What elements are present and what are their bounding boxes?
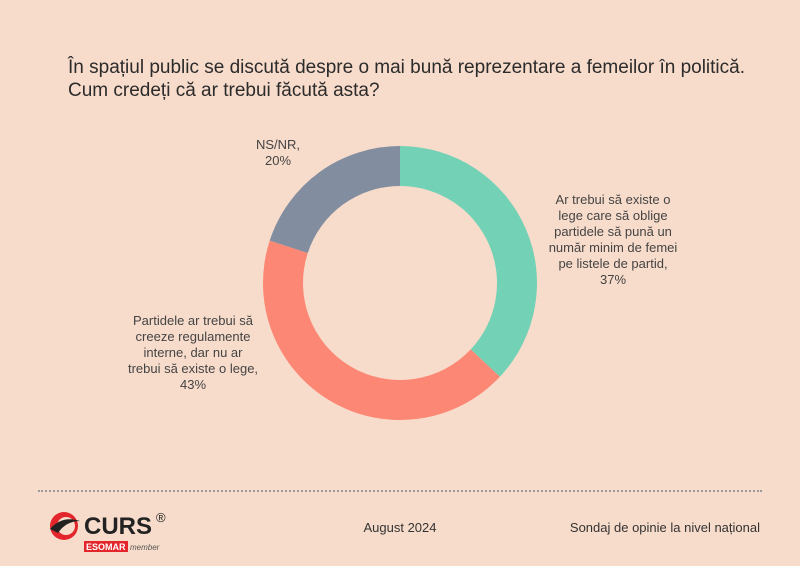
slice-label-line: număr minim de femei xyxy=(548,240,678,255)
slice-internal-rules xyxy=(262,240,500,420)
logo-brand: CURS xyxy=(84,513,152,540)
slice-label-line: trebui să existe o lege, xyxy=(127,361,259,376)
slice-label-line: 20% xyxy=(264,153,292,168)
logo-member: member xyxy=(130,543,160,552)
slice-label-line: Partidele ar trebui să xyxy=(133,313,253,328)
slice-label-line: interne, dar nu ar xyxy=(143,345,243,360)
slice-label-line: pe listele de partid, xyxy=(558,256,668,271)
slice-law xyxy=(400,146,537,377)
slice-label-line: lege care să oblige xyxy=(558,208,668,223)
footer-date: August 2024 xyxy=(363,520,437,535)
footer-divider xyxy=(38,490,762,492)
slice-label-line: NS/NR, xyxy=(255,137,301,152)
slice-label-line: creeze regulamente xyxy=(135,329,251,344)
slice-label-line: 43% xyxy=(179,377,207,392)
curs-logo: CURS ® ESOMAR member xyxy=(50,510,166,552)
logo-swoosh-icon xyxy=(50,512,80,540)
chart-title: În spațiul public se discută despre o ma… xyxy=(68,57,745,101)
slice-label-line: Ar trebui să existe o xyxy=(555,192,671,207)
slice-label-internal-rules: Partidele ar trebui să creeze regulamente… xyxy=(108,313,278,393)
slice-label-line: partidele să pună un xyxy=(554,224,672,239)
footer-survey: Sondaj de opinie la nivel național xyxy=(569,520,760,535)
slice-label-line: 37% xyxy=(599,272,627,287)
slice-label-law: Ar trebui să existe o lege care să oblige… xyxy=(528,192,698,288)
slice-label-nsnr: NS/NR, 20% xyxy=(238,137,318,169)
logo-esomar: ESOMAR xyxy=(86,542,126,552)
logo-registered: ® xyxy=(156,510,166,525)
slice-nsnr xyxy=(269,146,400,254)
